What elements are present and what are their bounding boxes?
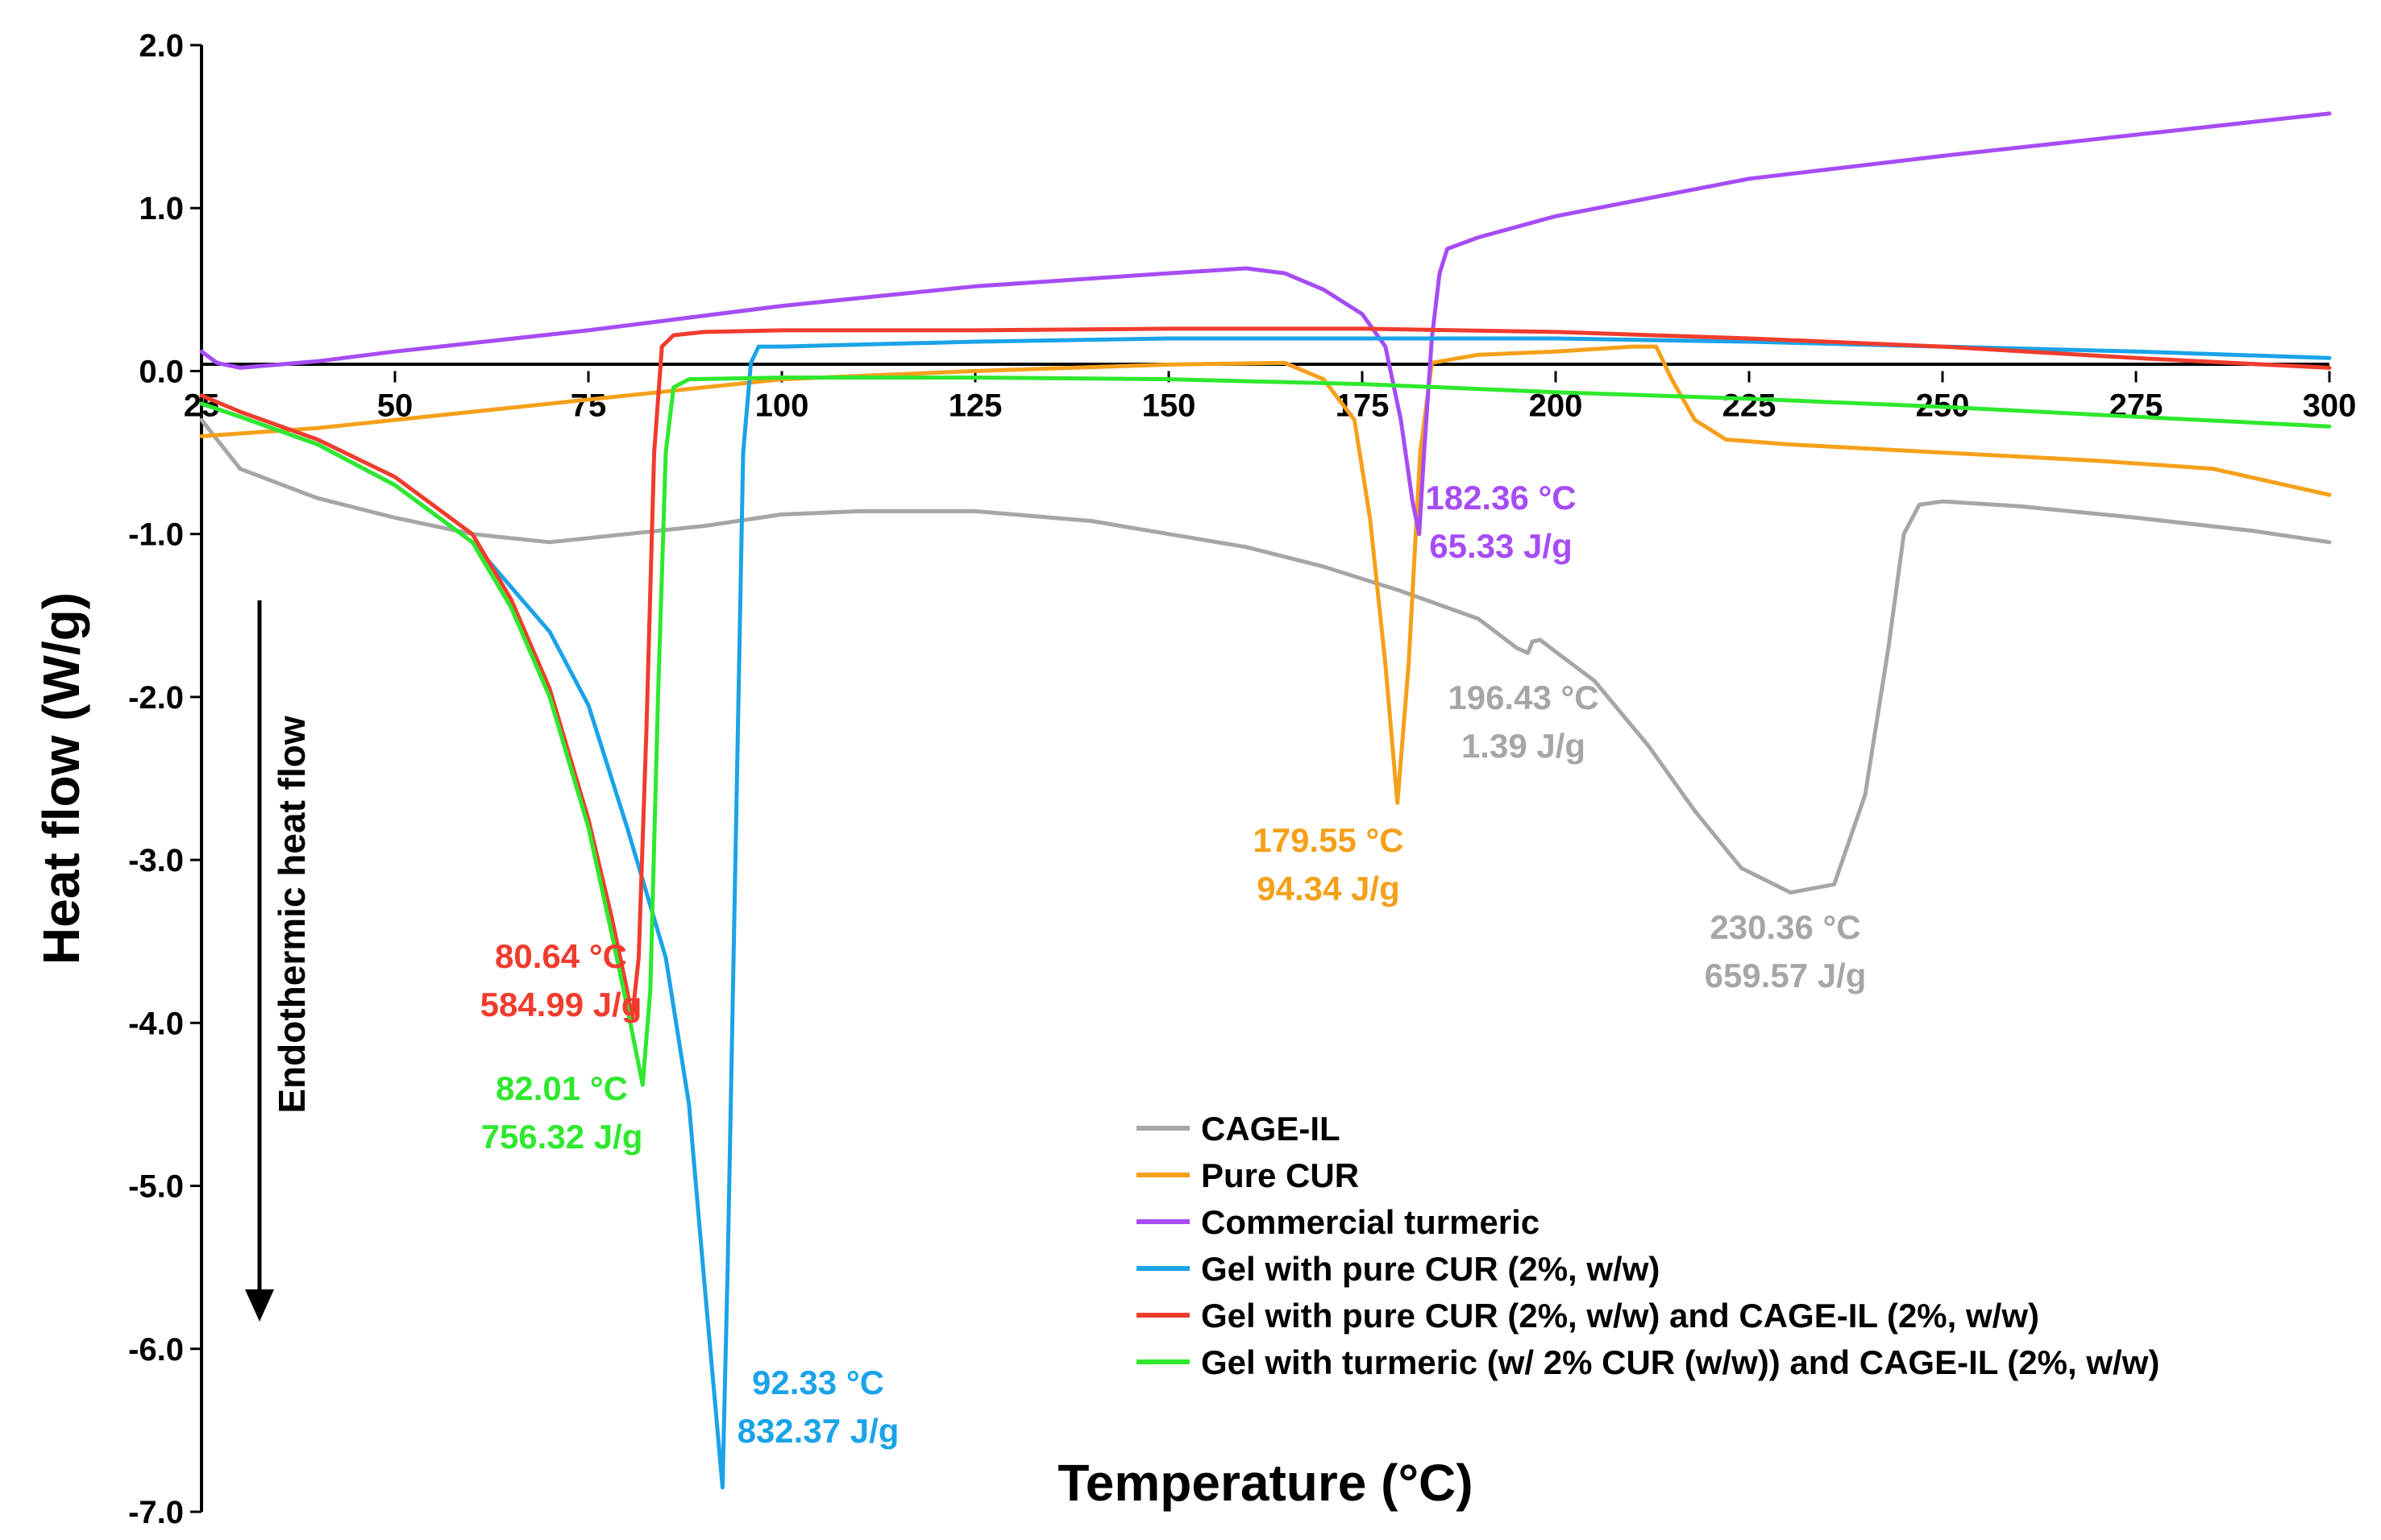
y-tick-label: -1.0 — [128, 517, 184, 553]
peak-annotation: 92.33 °C 832.37 J/g — [738, 1364, 900, 1450]
peak-enthalpy: 659.57 J/g — [1705, 957, 1867, 994]
legend-label: Pure CUR — [1201, 1156, 1359, 1194]
peak-temperature: 179.55 °C — [1253, 821, 1403, 859]
peak-annotation: 182.36 °C 65.33 J/g — [1425, 479, 1576, 565]
peak-enthalpy: 584.99 J/g — [480, 986, 642, 1023]
x-tick-label: 75 — [571, 388, 607, 423]
peak-temperature: 92.33 °C — [752, 1364, 884, 1401]
y-tick-label: -3.0 — [128, 843, 184, 878]
peak-temperature: 230.36 °C — [1710, 908, 1860, 946]
legend-label: Commercial turmeric — [1201, 1203, 1540, 1241]
y-tick-label: 0.0 — [139, 354, 184, 389]
series-layer — [199, 111, 2332, 1490]
y-tick-label: -2.0 — [128, 680, 184, 716]
peak-enthalpy: 65.33 J/g — [1429, 527, 1572, 565]
peak-annotation: 196.43 °C 1.39 J/g — [1448, 679, 1598, 765]
peak-temperature: 80.64 °C — [495, 937, 627, 975]
endotherm-label: Endothermic heat flow — [271, 716, 313, 1113]
series-line-commercial-turmeric — [199, 111, 2332, 537]
x-ticks: 25 50 75 100 125 150 175 200 225 250 275 300 — [184, 371, 2357, 423]
peak-annotation: 80.64 °C 584.99 J/g — [480, 937, 642, 1023]
endotherm-indicator: Endothermic heat flow — [245, 600, 313, 1322]
series-line-gel-with-turmeric-w-2-cur-w-w-and-cage-il-2-w-w — [199, 376, 2332, 1087]
peak-temperature: 82.01 °C — [496, 1069, 628, 1107]
y-tick-label: -4.0 — [128, 1006, 184, 1041]
axes — [200, 45, 2329, 1512]
series-line-gel-with-pure-cur-2-w-w — [199, 336, 2332, 1490]
peak-annotation: 179.55 °C 94.34 J/g — [1253, 821, 1403, 907]
x-tick-label: 225 — [1722, 388, 1776, 423]
series-line-gel-with-pure-cur-2-w-w-and-cage-il-2-w-w — [199, 326, 2332, 1022]
x-tick-label: 125 — [949, 388, 1003, 423]
peak-enthalpy: 756.32 J/g — [481, 1118, 643, 1156]
peak-temperature: 182.36 °C — [1425, 479, 1576, 517]
x-tick-label: 100 — [755, 388, 809, 423]
peak-enthalpy: 832.37 J/g — [738, 1412, 900, 1450]
y-tick-label: 2.0 — [139, 28, 184, 64]
peak-enthalpy: 94.34 J/g — [1257, 870, 1399, 907]
legend-label: Gel with pure CUR (2%, w/w) and CAGE-IL … — [1201, 1297, 2039, 1335]
y-ticks: 2.0 1.0 0.0 -1.0 -2.0 -3.0 -4.0 -5.0 -6.0 -7.0 — [128, 28, 202, 1530]
series-line-pure-cur — [199, 344, 2332, 805]
legend-label: CAGE-IL — [1201, 1110, 1340, 1148]
y-tick-label: -5.0 — [128, 1169, 184, 1205]
legend: CAGE-IL Pure CUR Commercial turmeric Gel wi… — [1136, 1110, 2159, 1381]
x-tick-label: 150 — [1142, 388, 1196, 423]
peak-annotation: 82.01 °C 756.32 J/g — [481, 1069, 643, 1156]
endotherm-arrow-head-icon — [245, 1289, 274, 1322]
peak-temperature: 196.43 °C — [1448, 679, 1598, 716]
legend-label: Gel with pure CUR (2%, w/w) — [1201, 1250, 1660, 1288]
x-tick-label: 300 — [2303, 388, 2357, 423]
peak-enthalpy: 1.39 J/g — [1461, 727, 1585, 765]
legend-label: Gel with turmeric (w/ 2% CUR (w/w)) and … — [1201, 1343, 2159, 1381]
y-tick-label: 1.0 — [139, 191, 184, 226]
y-axis-title: Heat flow (W/g) — [32, 592, 90, 965]
annotation-layer: 196.43 °C 1.39 J/g 230.36 °C 659.57 J/g 179.… — [480, 479, 1867, 1450]
series-line-cage-il — [199, 417, 2332, 895]
y-tick-label: -6.0 — [128, 1332, 184, 1368]
peak-annotation: 230.36 °C 659.57 J/g — [1705, 908, 1867, 994]
x-axis-title: Temperature (°C) — [1058, 1454, 1473, 1512]
y-tick-label: -7.0 — [128, 1495, 184, 1530]
